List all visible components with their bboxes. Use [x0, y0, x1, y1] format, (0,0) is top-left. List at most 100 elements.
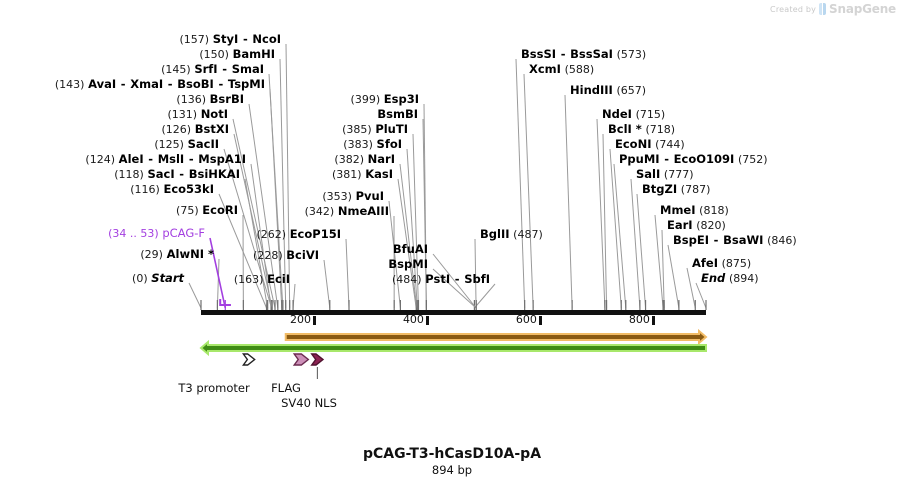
- site-leader-line: [209, 237, 227, 309]
- site-position: (262): [256, 228, 287, 241]
- restriction-site-label[interactable]: (145) SrfI - SmaI: [161, 63, 264, 76]
- site-name: BsoBI: [177, 77, 214, 91]
- restriction-site-label[interactable]: (385) PluTI: [342, 123, 408, 136]
- site-leader-line: [432, 268, 477, 309]
- site-position: (588): [564, 63, 595, 76]
- restriction-site-label[interactable]: (342) NmeAIII: [305, 205, 389, 218]
- site-leader-line: [279, 58, 287, 309]
- site-name-separator: -: [148, 152, 154, 166]
- feature-label[interactable]: FLAG: [271, 381, 301, 395]
- feature-arrow[interactable]: [292, 353, 310, 366]
- site-name: KasI: [365, 167, 393, 181]
- restriction-site-label[interactable]: (143) AvaI - XmaI - BsoBI - TspMI: [55, 78, 265, 91]
- restriction-site-label[interactable]: (125) SacII: [154, 138, 219, 151]
- site-name: AleI: [118, 152, 144, 166]
- restriction-site-label[interactable]: XcmI (588): [529, 63, 594, 76]
- site-position: (136): [176, 93, 207, 106]
- restriction-site-label[interactable]: (126) BstXI: [161, 123, 229, 136]
- site-leader-line: [188, 282, 202, 309]
- site-name: PvuI: [355, 189, 384, 203]
- sequence-backbone: [201, 310, 706, 315]
- site-leader-line: [474, 283, 496, 309]
- site-name: MslI: [157, 152, 185, 166]
- restriction-site-label[interactable]: EcoNI (744): [615, 138, 685, 151]
- restriction-site-label[interactable]: BspMI: [388, 258, 428, 270]
- feature-arrow[interactable]: [310, 353, 325, 366]
- site-name: EcoNI: [615, 137, 652, 151]
- restriction-site-label[interactable]: (136) BsrBI: [176, 93, 244, 106]
- restriction-site-label[interactable]: (262) EcoP15I: [256, 228, 341, 241]
- feature-arrow[interactable]: [241, 353, 256, 366]
- restriction-site-label[interactable]: EarI (820): [667, 219, 726, 232]
- restriction-site-label[interactable]: (383) SfoI: [343, 138, 402, 151]
- restriction-site-label[interactable]: BssSI - BssSaI (573): [521, 48, 646, 61]
- site-name: BspEI: [673, 233, 709, 247]
- site-leader-line: [630, 178, 641, 309]
- site-name: StyI: [212, 32, 239, 46]
- site-name: XcmI: [529, 62, 561, 76]
- page-title: pCAG-T3-hCasD10A-pA: [362, 446, 542, 462]
- restriction-site-label[interactable]: (34 .. 53) pCAG-F: [108, 227, 205, 240]
- restriction-site-label[interactable]: (29) AlwNI *: [140, 248, 214, 261]
- feature-arrow[interactable]: [199, 339, 707, 357]
- restriction-site-label[interactable]: NdeI (715): [602, 108, 665, 121]
- site-position: (399): [350, 93, 381, 106]
- restriction-site-label[interactable]: End (894): [701, 272, 759, 285]
- site-name: BsiHKAI: [188, 167, 240, 181]
- restriction-site-label[interactable]: (116) Eco53kI: [130, 183, 214, 196]
- site-position: (0): [132, 272, 148, 285]
- site-name: SbfI: [464, 272, 490, 286]
- site-leader-line: [596, 118, 606, 309]
- site-position: (657): [616, 84, 647, 97]
- restriction-site-label[interactable]: (124) AleI - MslI - MspA1I: [85, 153, 246, 166]
- feature-label[interactable]: SV40 NLS: [281, 396, 337, 410]
- restriction-site-label[interactable]: (0) Start: [132, 272, 184, 285]
- site-position: (381): [331, 168, 362, 181]
- site-position: (116): [130, 183, 160, 196]
- feature-arrow[interactable]: [284, 328, 708, 346]
- site-leader-line: [218, 193, 267, 309]
- restriction-site-label[interactable]: BsmBI: [377, 108, 418, 120]
- site-name: SfoI: [376, 137, 402, 151]
- restriction-site-label[interactable]: (399) Esp3I: [351, 93, 419, 106]
- restriction-site-label[interactable]: (157) StyI - NcoI: [179, 33, 281, 46]
- restriction-site-label[interactable]: PpuMI - EcoO109I (752): [619, 153, 768, 166]
- restriction-site-label[interactable]: (382) NarI: [334, 153, 395, 166]
- site-name: BspMI: [388, 257, 428, 271]
- restriction-site-label[interactable]: (75) EcoRI: [176, 204, 238, 217]
- site-leader-line: [232, 118, 276, 309]
- site-leader-line: [223, 148, 273, 309]
- site-position: (163): [233, 273, 264, 286]
- site-name: AlwNI *: [166, 247, 214, 261]
- restriction-site-label[interactable]: BspEI - BsaWI (846): [673, 234, 797, 247]
- site-name: NotI: [200, 107, 228, 121]
- site-leader-line: [695, 282, 707, 309]
- site-leader-line: [248, 103, 279, 309]
- site-name: BciVI: [286, 248, 319, 262]
- site-name: BclI *: [608, 122, 642, 136]
- feature-label[interactable]: T3 promoter: [178, 381, 250, 395]
- restriction-site-label[interactable]: (118) SacI - BsiHKAI: [114, 168, 240, 181]
- site-name: Eco53kI: [163, 182, 214, 196]
- restriction-site-label[interactable]: BclI * (718): [608, 123, 675, 136]
- plasmid-length: 894 bp: [431, 463, 473, 477]
- site-leader-line: [636, 193, 647, 309]
- restriction-site-label[interactable]: BtgZI (787): [642, 183, 710, 196]
- restriction-site-label[interactable]: AfeI (875): [692, 257, 751, 270]
- restriction-site-label[interactable]: SalI (777): [636, 168, 694, 181]
- site-leader-line: [654, 214, 664, 309]
- restriction-site-label[interactable]: MmeI (818): [660, 204, 729, 217]
- site-position: (353): [322, 190, 352, 203]
- primer-binding-bracket: [219, 299, 231, 306]
- site-name: XmaI: [130, 77, 164, 91]
- restriction-site-label[interactable]: (131) NotI: [167, 108, 228, 121]
- restriction-site-label[interactable]: (353) PvuI: [322, 190, 384, 203]
- restriction-site-label[interactable]: (150) BamHI: [199, 48, 275, 61]
- restriction-site-label[interactable]: (484) PstI - SbfI: [392, 273, 490, 286]
- restriction-site-label[interactable]: BfuAI: [393, 243, 428, 255]
- restriction-site-label[interactable]: HindIII (657): [570, 84, 646, 97]
- restriction-site-label[interactable]: (163) EciI: [234, 273, 290, 286]
- restriction-site-label[interactable]: (228) BciVI: [253, 249, 319, 262]
- restriction-site-label[interactable]: BglII (487): [480, 228, 543, 241]
- restriction-site-label[interactable]: (381) KasI: [332, 168, 393, 181]
